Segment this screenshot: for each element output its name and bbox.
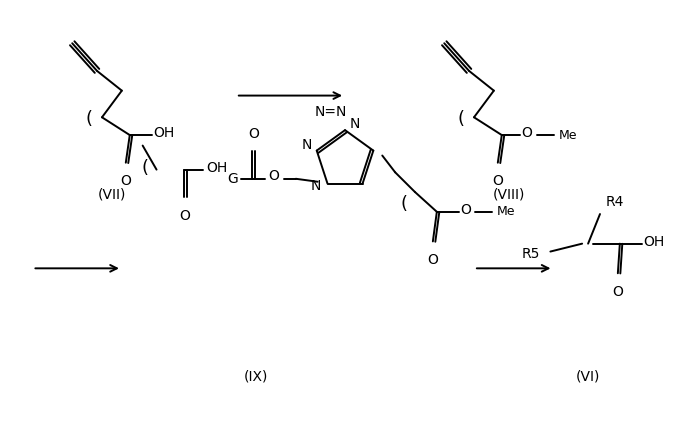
Text: (: ( [85,110,92,128]
Text: N: N [310,179,321,193]
Text: O: O [120,174,131,187]
Text: OH: OH [644,235,665,249]
Text: R4: R4 [606,195,624,209]
Text: (VI): (VI) [576,370,600,384]
Text: O: O [427,253,438,267]
Text: (VII): (VII) [98,187,126,201]
Text: O: O [179,209,189,223]
Text: O: O [612,285,624,299]
Text: OH: OH [154,126,175,140]
Text: Me: Me [496,205,515,218]
Text: (: ( [457,110,464,128]
Text: O: O [492,174,503,187]
Text: O: O [461,203,472,217]
Text: (: ( [141,159,148,177]
Text: (VIII): (VIII) [493,187,525,201]
Text: R5: R5 [522,247,540,260]
Text: (: ( [400,195,407,213]
Text: O: O [248,127,259,141]
Text: OH: OH [206,161,227,174]
Text: O: O [268,169,280,183]
Text: N: N [302,138,312,151]
Text: (IX): (IX) [243,370,268,384]
Text: Me: Me [559,128,577,141]
Text: N: N [350,117,360,131]
Text: O: O [521,126,533,140]
Text: N=N: N=N [315,105,347,119]
Text: G: G [227,172,238,186]
